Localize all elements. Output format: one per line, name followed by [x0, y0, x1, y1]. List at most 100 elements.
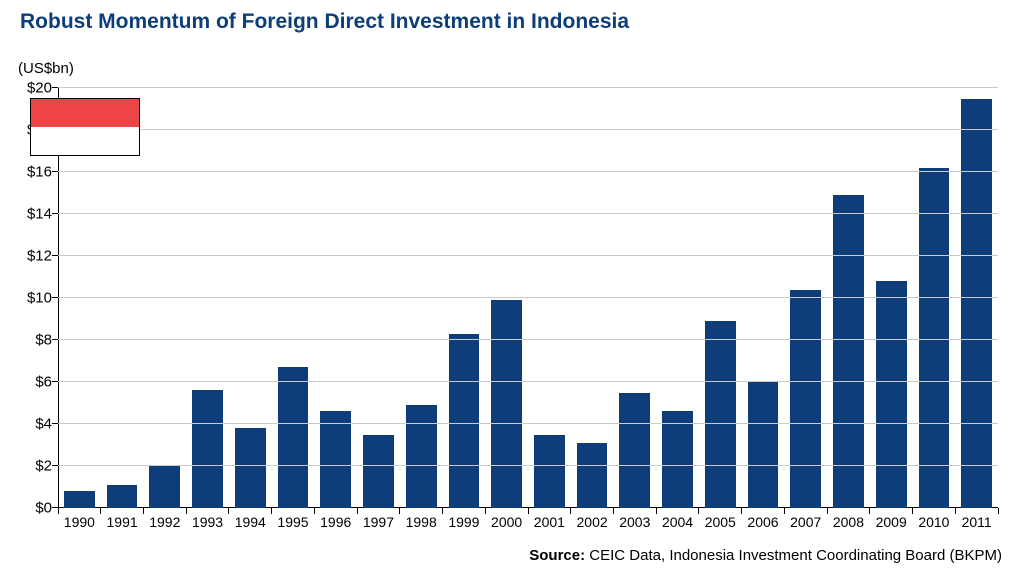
bar-slot: 1998 — [400, 88, 443, 508]
bar — [64, 491, 95, 508]
x-tick — [58, 508, 59, 514]
x-tick-label: 2004 — [662, 508, 693, 530]
bar — [320, 411, 351, 508]
x-tick — [955, 508, 956, 514]
bars-container: 1990199119921993199419951996199719981999… — [58, 88, 998, 508]
bar — [961, 99, 992, 509]
grid-line — [58, 255, 998, 256]
x-tick — [741, 508, 742, 514]
y-tick-label: $8 — [35, 332, 58, 349]
source-label: Source: — [529, 547, 585, 564]
x-tick — [271, 508, 272, 514]
x-tick-label: 1997 — [363, 508, 394, 530]
x-tick — [869, 508, 870, 514]
bar — [363, 435, 394, 509]
bar — [107, 485, 138, 508]
grid-line — [58, 87, 998, 88]
x-tick-label: 2011 — [962, 508, 992, 530]
source-text: CEIC Data, Indonesia Investment Coordina… — [585, 547, 1002, 564]
grid-line — [58, 465, 998, 466]
y-tick-label: $10 — [27, 290, 58, 307]
bar-slot: 1997 — [357, 88, 400, 508]
y-tick-label: $12 — [27, 248, 58, 265]
grid-line — [58, 171, 998, 172]
bar-slot: 1992 — [143, 88, 186, 508]
bar-slot: 2008 — [827, 88, 870, 508]
grid-line — [58, 381, 998, 382]
bar-slot: 2007 — [784, 88, 827, 508]
bar-slot: 2011 — [955, 88, 998, 508]
bar — [619, 393, 650, 509]
bar — [705, 321, 736, 508]
x-tick-label: 1991 — [107, 508, 138, 530]
bar-slot: 1993 — [186, 88, 229, 508]
bar-slot: 1994 — [229, 88, 272, 508]
x-tick-label: 1999 — [448, 508, 479, 530]
x-tick-label: 2005 — [705, 508, 736, 530]
x-tick — [827, 508, 828, 514]
x-tick-label: 2002 — [577, 508, 608, 530]
x-tick-label: 2003 — [619, 508, 650, 530]
flag-top-stripe — [31, 99, 139, 127]
x-tick-label: 2000 — [491, 508, 522, 530]
grid-line — [58, 423, 998, 424]
grid-line — [58, 213, 998, 214]
x-tick — [912, 508, 913, 514]
x-tick — [314, 508, 315, 514]
bar — [662, 411, 693, 508]
bar — [833, 195, 864, 508]
y-tick-label: $14 — [27, 206, 58, 223]
indonesia-flag — [30, 98, 140, 156]
bar-slot: 2010 — [913, 88, 956, 508]
x-tick-label: 2006 — [747, 508, 778, 530]
x-tick-label: 1990 — [64, 508, 95, 530]
bar — [748, 382, 779, 508]
x-tick-label: 1994 — [235, 508, 266, 530]
x-tick — [698, 508, 699, 514]
x-tick — [143, 508, 144, 514]
x-tick — [399, 508, 400, 514]
x-tick-label: 1998 — [406, 508, 437, 530]
x-tick-label: 2009 — [876, 508, 907, 530]
bar-slot: 1996 — [314, 88, 357, 508]
bar — [278, 367, 309, 508]
bar — [491, 300, 522, 508]
bar — [919, 168, 950, 508]
bar — [235, 428, 266, 508]
y-tick-label: $2 — [35, 458, 58, 475]
x-tick — [656, 508, 657, 514]
y-tick-label: $4 — [35, 416, 58, 433]
bar — [149, 466, 180, 508]
x-tick — [442, 508, 443, 514]
bar-slot: 2004 — [656, 88, 699, 508]
grid-line — [58, 297, 998, 298]
bar-slot: 2005 — [699, 88, 742, 508]
x-tick — [613, 508, 614, 514]
x-tick-label: 2001 — [534, 508, 565, 530]
y-tick-label: $6 — [35, 374, 58, 391]
bar-slot: 2006 — [742, 88, 785, 508]
grid-line — [58, 129, 998, 130]
x-tick — [570, 508, 571, 514]
x-tick — [998, 508, 999, 514]
x-tick — [357, 508, 358, 514]
grid-line — [58, 339, 998, 340]
x-tick — [784, 508, 785, 514]
x-tick — [528, 508, 529, 514]
y-tick-label: $16 — [27, 164, 58, 181]
bar-slot: 1999 — [443, 88, 486, 508]
bar — [790, 290, 821, 508]
x-tick — [186, 508, 187, 514]
x-tick-label: 1992 — [149, 508, 180, 530]
source-attribution: Source: CEIC Data, Indonesia Investment … — [529, 547, 1002, 564]
chart-frame: { "title": { "text": "Robust Momentum of… — [0, 0, 1024, 576]
bar — [406, 405, 437, 508]
bar-slot: 2001 — [528, 88, 571, 508]
y-axis-unit-label: (US$bn) — [18, 60, 74, 77]
y-tick-label: $0 — [35, 500, 58, 517]
x-tick-label: 1995 — [277, 508, 308, 530]
bar-slot: 2000 — [485, 88, 528, 508]
x-tick-label: 2008 — [833, 508, 864, 530]
bar — [534, 435, 565, 509]
x-tick-label: 1993 — [192, 508, 223, 530]
